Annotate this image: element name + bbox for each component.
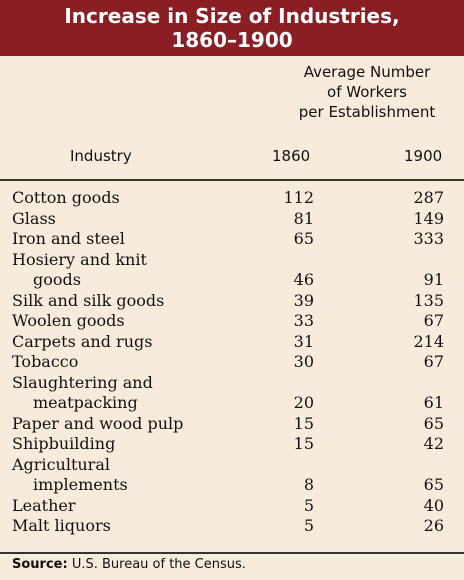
industry-name: Silk and silk goods xyxy=(12,290,165,310)
industry-name: Malt liquors xyxy=(12,516,111,535)
footer-divider xyxy=(0,552,464,554)
value-1900: 40 xyxy=(423,495,444,515)
column-header-1900: 1900 xyxy=(404,147,443,165)
value-1860: 8 xyxy=(303,475,314,494)
value-1860: 39 xyxy=(293,290,314,310)
value-1900: 287 xyxy=(413,188,444,207)
source-label: Source: xyxy=(12,557,68,572)
table-row: Malt liquors 5 26 xyxy=(0,516,464,537)
value-1900: 214 xyxy=(413,331,444,351)
table-row: Woolen goods 33 67 xyxy=(0,311,464,332)
table-row: Hosiery and knit xyxy=(0,250,464,271)
value-1860: 30 xyxy=(293,352,314,371)
table-row: Agricultural xyxy=(0,455,464,476)
table-row: Slaughtering and xyxy=(0,373,464,394)
value-1860: 20 xyxy=(293,393,314,412)
value-1900: 135 xyxy=(413,290,444,310)
table-row: Leather 5 40 xyxy=(0,496,464,517)
source-text: U.S. Bureau of the Census. xyxy=(71,557,246,572)
industry-name: Cotton goods xyxy=(12,188,120,207)
value-1860: 65 xyxy=(293,229,314,248)
value-1900: 65 xyxy=(423,413,444,433)
table-row: Iron and steel 65 333 xyxy=(0,229,464,250)
industry-name: Leather xyxy=(12,495,76,515)
value-1900: 149 xyxy=(413,208,444,228)
value-1860: 5 xyxy=(303,516,314,535)
column-header-industry: Industry xyxy=(70,147,132,165)
value-1860: 15 xyxy=(293,413,314,433)
header-divider xyxy=(0,179,464,181)
value-1900: 67 xyxy=(423,311,444,330)
table-row: Shipbuilding 15 42 xyxy=(0,434,464,455)
table-row: meatpacking 20 61 xyxy=(0,393,464,414)
table-row: Silk and silk goods 39 135 xyxy=(0,291,464,312)
value-1860: 15 xyxy=(293,434,314,453)
group-header-line-2: of Workers xyxy=(327,83,407,101)
industry-name: Iron and steel xyxy=(12,229,125,248)
industry-name: Woolen goods xyxy=(12,311,125,330)
industry-name: Tobacco xyxy=(12,352,79,371)
table-title-line-2: 1860–1900 xyxy=(171,28,293,52)
table-row: Tobacco 30 67 xyxy=(0,352,464,373)
industry-name: Shipbuilding xyxy=(12,434,116,453)
industry-name: Paper and wood pulp xyxy=(12,413,184,433)
industry-name: Glass xyxy=(12,208,56,228)
value-1900: 333 xyxy=(413,229,444,248)
value-1900: 65 xyxy=(423,475,444,494)
value-1900: 61 xyxy=(423,393,444,412)
value-1900: 42 xyxy=(423,434,444,453)
source-note: Source: U.S. Bureau of the Census. xyxy=(12,557,246,572)
industry-name: implements xyxy=(33,475,128,494)
industry-name: Agricultural xyxy=(12,454,110,474)
industry-name: Slaughtering and xyxy=(12,372,153,392)
column-group-header: Average Number of Workers per Establishm… xyxy=(272,62,462,122)
table-row: Cotton goods 112 287 xyxy=(0,188,464,209)
value-1860: 112 xyxy=(283,188,314,207)
industry-name: goods xyxy=(33,270,81,289)
table-row: Carpets and rugs 31 214 xyxy=(0,332,464,353)
industry-name: Carpets and rugs xyxy=(12,331,153,351)
value-1860: 31 xyxy=(293,331,314,351)
table-body: Cotton goods 112 287 Glass 81 149 Iron and ste… xyxy=(0,188,464,537)
table-row: Paper and wood pulp 15 65 xyxy=(0,414,464,435)
industry-name: meatpacking xyxy=(33,393,138,412)
value-1860: 5 xyxy=(303,495,314,515)
value-1860: 46 xyxy=(293,270,314,289)
table-title-bar: Increase in Size of Industries, 1860–190… xyxy=(0,0,464,56)
value-1860: 81 xyxy=(293,208,314,228)
group-header-line-1: Average Number xyxy=(303,63,431,81)
table-title-line-1: Increase in Size of Industries, xyxy=(64,4,400,28)
value-1900: 91 xyxy=(423,270,444,289)
group-header-line-3: per Establishment xyxy=(298,103,436,121)
value-1860: 33 xyxy=(293,311,314,330)
industry-name: Hosiery and knit xyxy=(12,249,147,269)
table-row: Glass 81 149 xyxy=(0,209,464,230)
value-1900: 26 xyxy=(423,516,444,535)
value-1900: 67 xyxy=(423,352,444,371)
column-header-1860: 1860 xyxy=(272,147,311,165)
table-row: goods 46 91 xyxy=(0,270,464,291)
table-row: implements 8 65 xyxy=(0,475,464,496)
